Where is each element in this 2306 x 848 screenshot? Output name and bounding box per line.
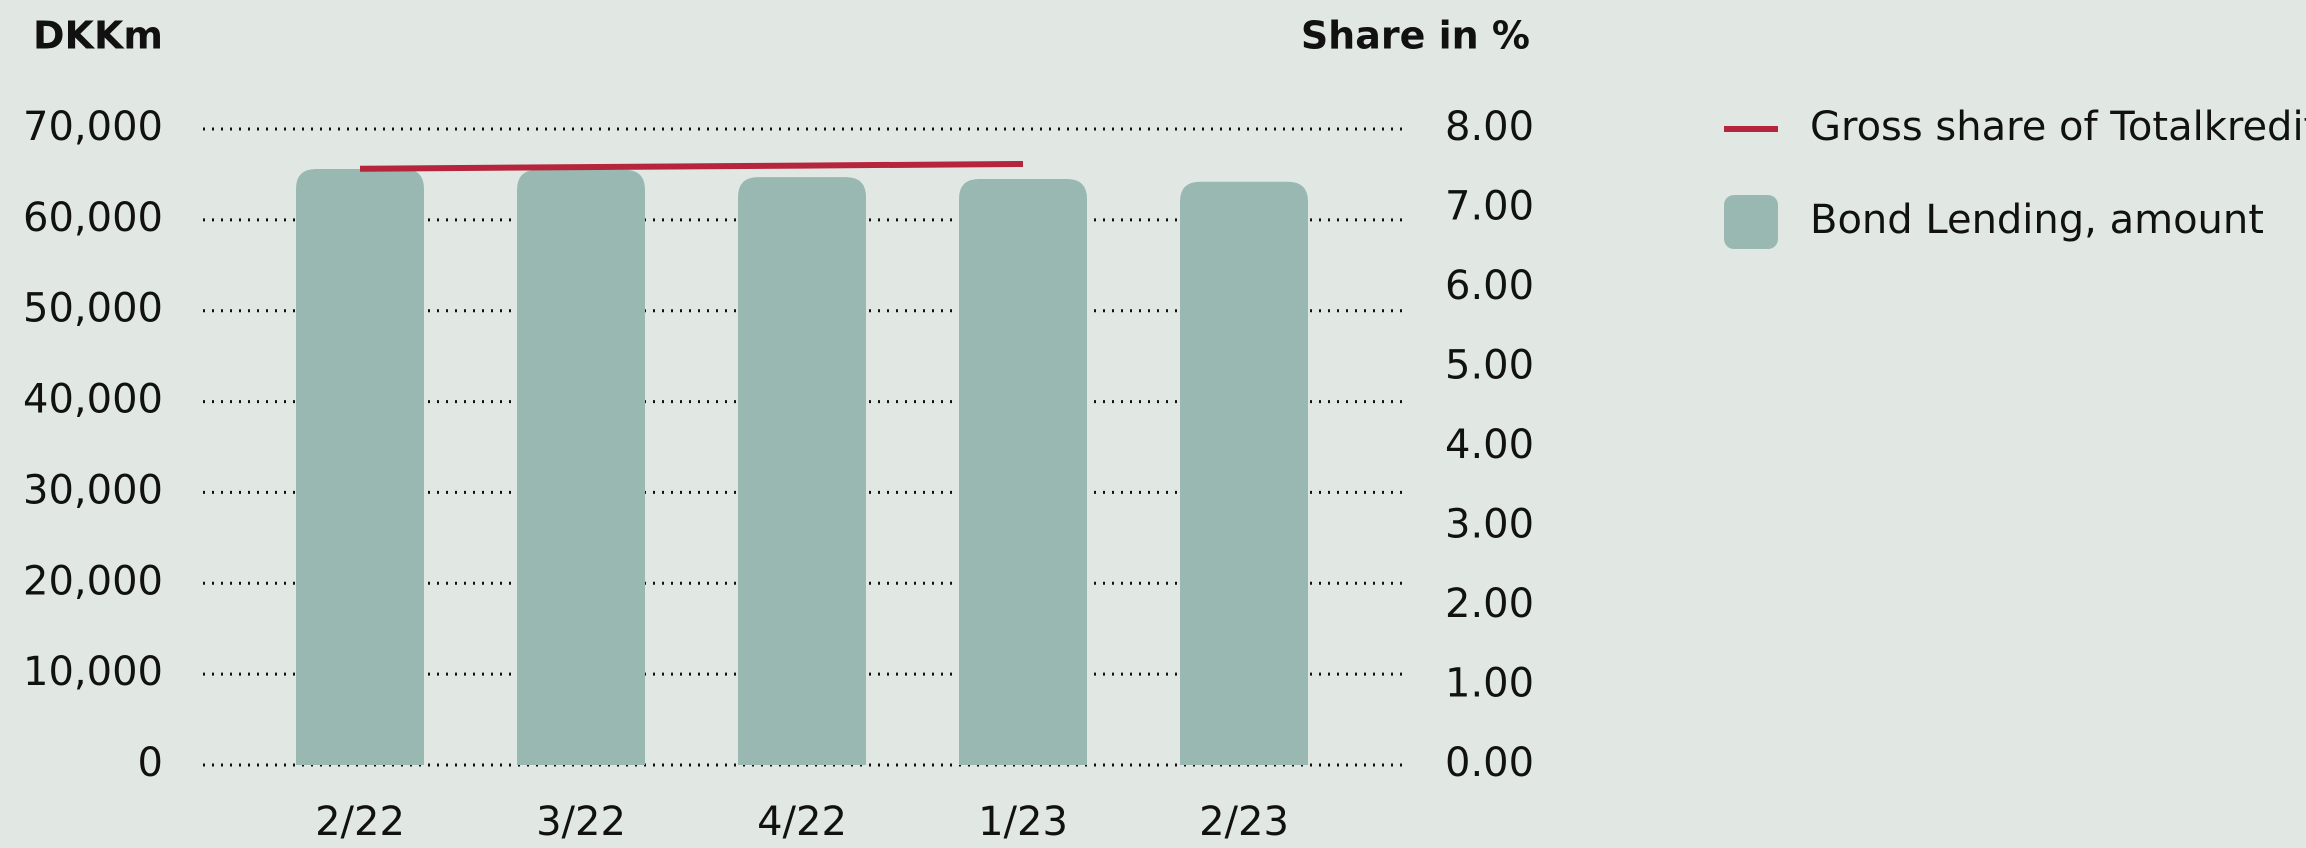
x-tick-label: 4/22 <box>757 799 847 845</box>
y-tick-label: 10,000 <box>23 649 163 695</box>
y-tick-label: 30,000 <box>23 467 163 513</box>
y-tick-label: 60,000 <box>23 195 163 241</box>
x-tick-label: 2/23 <box>1199 799 1289 845</box>
y2-tick-label: 1.00 <box>1445 661 1534 707</box>
line <box>359 160 1024 172</box>
y2-tick-label: 2.00 <box>1445 581 1534 627</box>
y2-tick-label: 5.00 <box>1445 343 1534 389</box>
bar <box>738 177 866 765</box>
bar <box>959 178 1087 765</box>
bar <box>1180 181 1308 765</box>
y-tick-label: 0 <box>138 740 163 786</box>
y-tick-label: 50,000 <box>23 286 163 332</box>
y2-tick-label: 0.00 <box>1445 740 1534 786</box>
legend-label: Bond Lending, amount <box>1810 197 2264 243</box>
legend-label: Gross share of Totalkredit <box>1810 104 2306 150</box>
y2-axis-title: Share in % <box>1301 14 1530 58</box>
y2-tick-label: 4.00 <box>1445 422 1534 468</box>
y2-tick-label: 3.00 <box>1445 502 1534 548</box>
bar <box>296 168 424 765</box>
y-tick-label: 40,000 <box>23 377 163 423</box>
x-tick-label: 3/22 <box>536 799 626 845</box>
y2-tick-label: 6.00 <box>1445 263 1534 309</box>
y2-tick-label: 7.00 <box>1445 184 1534 230</box>
y2-tick-label: 8.00 <box>1445 104 1534 150</box>
x-tick-label: 2/22 <box>315 799 405 845</box>
y-tick-label: 70,000 <box>23 104 163 150</box>
legend-swatch <box>1724 195 1778 249</box>
y-tick-label: 20,000 <box>23 558 163 604</box>
bar <box>517 169 645 765</box>
y-axis-title: DKKm <box>33 14 163 58</box>
x-tick-label: 1/23 <box>978 799 1068 845</box>
